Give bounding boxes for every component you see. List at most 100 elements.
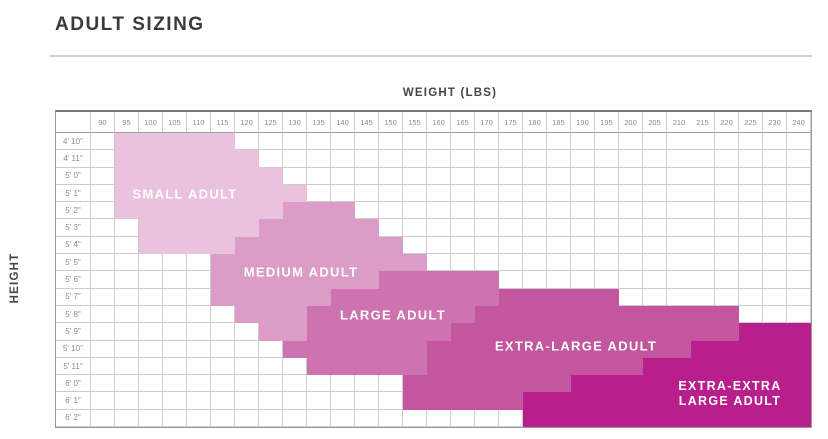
grid-cell [595, 271, 619, 289]
height-label-cell: 6' 0" [56, 375, 91, 393]
region-label-small-adult: SMALL ADULT [132, 186, 238, 202]
grid-cell [595, 133, 619, 151]
grid-cell [379, 202, 403, 220]
grid-cell [211, 340, 235, 358]
grid-cell [547, 219, 571, 237]
grid-cell [187, 202, 211, 220]
grid-cell [259, 167, 283, 185]
grid-cell [283, 184, 307, 203]
weight-header-cell: 95 [115, 112, 139, 133]
grid-cell [595, 375, 619, 393]
weight-header-cell: 225 [739, 112, 763, 133]
grid-cell [667, 133, 691, 151]
grid-cell [379, 150, 403, 168]
grid-cell [595, 167, 619, 185]
grid-cell [187, 254, 211, 272]
grid-cell [523, 254, 547, 272]
height-label-cell: 6' 1" [56, 392, 91, 410]
grid-cell [715, 392, 739, 410]
grid-cell [91, 305, 115, 324]
region-label-xxl-line1: EXTRA-EXTRA [678, 379, 782, 393]
grid-cell [211, 409, 235, 428]
grid-cell [667, 185, 691, 203]
grid-cell [235, 375, 259, 393]
weight-header-cell: 140 [331, 112, 355, 133]
grid-cell [451, 254, 475, 272]
grid-cell [547, 254, 571, 272]
height-label-cell: 4' 10" [56, 133, 91, 151]
grid-cell [427, 305, 451, 324]
grid-cell [571, 236, 595, 255]
grid-cell [499, 219, 523, 237]
grid-cell [475, 375, 499, 393]
grid-cell [643, 357, 667, 376]
grid-cell [715, 305, 739, 324]
grid-cell [691, 167, 715, 185]
grid-cell [451, 323, 475, 341]
grid-cell [451, 305, 475, 324]
grid-cell [451, 184, 475, 203]
grid-cell [187, 375, 211, 393]
grid-cell [331, 375, 355, 393]
grid-cell [571, 219, 595, 237]
grid-cell [451, 271, 475, 289]
grid-cell [499, 323, 523, 341]
grid-cell [403, 202, 427, 220]
grid-cell [739, 305, 763, 324]
grid-cell [691, 202, 715, 220]
grid-cell [691, 409, 715, 428]
grid-cell [211, 323, 235, 341]
grid-cell [619, 184, 643, 203]
grid-cell [331, 184, 355, 203]
grid-cell [619, 323, 643, 341]
grid-cell [763, 340, 787, 358]
grid-cell [307, 236, 331, 255]
grid-cell [187, 357, 211, 376]
grid-cell [115, 305, 139, 324]
grid-cell [235, 133, 259, 151]
grid-cell [691, 288, 715, 306]
weight-header-cell: 125 [259, 112, 283, 133]
grid-cell [643, 392, 667, 410]
grid-cell [451, 357, 475, 376]
height-label-cell: 5' 9" [56, 323, 91, 341]
grid-cell [739, 150, 763, 168]
grid-cell [259, 357, 283, 376]
grid-cell [115, 184, 139, 203]
grid-cell [547, 340, 571, 358]
grid-cell [379, 392, 403, 410]
grid-cell [763, 150, 787, 168]
grid-cell [331, 150, 355, 168]
grid-cell [715, 375, 739, 393]
weight-header-cell: 205 [643, 112, 667, 133]
grid-cell [235, 305, 259, 324]
weight-header-cell: 185 [547, 112, 571, 133]
grid-cell [235, 392, 259, 410]
grid-cell [331, 254, 355, 272]
grid-cell [547, 202, 571, 220]
grid-cell [475, 305, 499, 324]
grid-cell [547, 236, 571, 255]
grid-cell [523, 219, 547, 237]
grid-cell [259, 202, 283, 220]
grid-cell [211, 254, 235, 272]
grid-cell [91, 271, 115, 289]
grid-cell [163, 340, 187, 358]
weight-header-cell: 230 [763, 112, 787, 133]
weight-header-cell: 145 [355, 112, 379, 133]
grid-cell [211, 236, 235, 255]
grid-cell [379, 184, 403, 203]
grid-cell [523, 236, 547, 255]
grid-cell [715, 236, 739, 255]
grid-cell [307, 150, 331, 168]
grid-cell [475, 409, 499, 428]
grid-cell [571, 167, 595, 185]
grid-cell [475, 254, 499, 272]
grid-cell [379, 409, 403, 428]
grid-cell [787, 357, 811, 376]
grid-cell [787, 271, 811, 289]
grid-cell [403, 219, 427, 237]
grid-cell [283, 271, 307, 289]
grid-cell [307, 288, 331, 306]
grid-cell [691, 271, 715, 289]
